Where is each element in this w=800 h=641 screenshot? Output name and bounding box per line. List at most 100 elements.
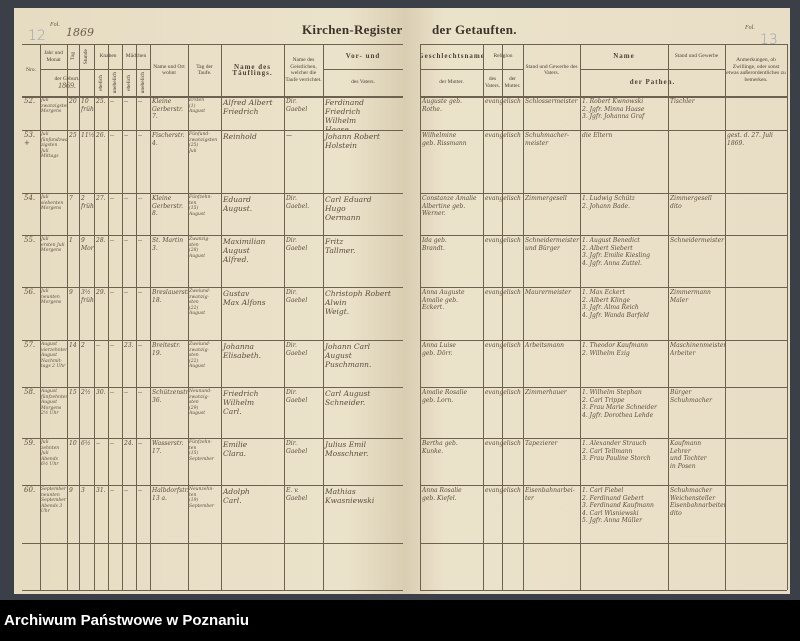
entry-nr: 59. xyxy=(24,439,36,447)
entry-godparents: die Eltern xyxy=(582,132,613,139)
entry-house: Kleine Gerberstr. 8. xyxy=(152,195,184,217)
header-jahr-monat: Jahr und Monat xyxy=(44,50,63,63)
column-rule xyxy=(221,44,222,590)
entry-girl-legit: -- xyxy=(124,389,129,396)
entry-clergy: E. v. Gaebel xyxy=(286,487,308,502)
entry-clergy: Dir. Gaebel xyxy=(286,237,308,252)
entry-father: Christoph Robert Alwin Weigt. xyxy=(325,289,391,316)
entry-godparents: 1. Wilhelm Stephan 2. Carl Trippe 3. Fra… xyxy=(582,389,657,419)
entry-girl-legit: -- xyxy=(124,237,129,244)
entry-hour: 2½ xyxy=(81,389,91,396)
entry-girl-illegit: -- xyxy=(138,237,143,244)
entry-child: Gustav Max Alfons xyxy=(223,289,266,307)
entry-baptism: Zweiund- zwanzig- sten (22) August xyxy=(189,342,211,369)
entry-girl-illegit: -- xyxy=(138,440,143,447)
header-der-mutter: der Mutter. xyxy=(439,79,464,86)
entry-godparents: 1. Ludwig Schütz 2. Johann Bade. xyxy=(582,195,635,210)
entry-girl-legit: -- xyxy=(124,98,129,105)
archive-name: Archiwum Państwowe w Poznaniu xyxy=(4,612,250,629)
header-knaben-unehelich-text: unehelich xyxy=(111,71,118,94)
row-rule xyxy=(22,543,403,544)
entry-baptism: Neunzehn- ten (19) September xyxy=(189,487,215,509)
entry-religion: evangelisch xyxy=(485,195,521,202)
entry-boy-legit: -- xyxy=(96,440,101,447)
entry-boy-legit: -- xyxy=(96,342,101,349)
row-rule xyxy=(420,387,787,388)
column-rule xyxy=(502,44,503,590)
entry-mother: Auguste geb. Rothe. xyxy=(422,98,462,113)
entry-baptism: Fünfund- zwanzigsten (25) Juli xyxy=(189,132,218,154)
column-rule xyxy=(483,44,484,590)
entry-clergy: Dir. Gaebel xyxy=(286,289,308,304)
entry-day: 9 xyxy=(69,289,73,296)
entry-baptism: Fünfzehn- ten (15) August xyxy=(189,195,212,217)
entry-month: Juli fünfundzwan- zigsten Juli Mittags xyxy=(41,132,67,159)
entry-father-status: Maurermeister xyxy=(525,289,571,296)
entry-clergy: Dir. Gaebel. xyxy=(286,195,310,210)
entry-hour: 9 Morg. xyxy=(81,237,94,252)
entry-boy-legit: 26. xyxy=(96,132,106,139)
entry-boy-legit: 29. xyxy=(96,289,106,296)
entry-girl-illegit: -- xyxy=(138,98,143,105)
entry-house: Kleine Gerberstr. 7. xyxy=(152,98,184,120)
entry-father: Julius Emil Mosschner. xyxy=(325,440,369,458)
entry-godparents: 1. Robert Kwnowski 2. Jgfr. Minna Haase … xyxy=(582,98,645,120)
row-rule xyxy=(22,130,403,131)
entry-boy-legit: 30. xyxy=(96,389,106,396)
entry-girl-legit: -- xyxy=(124,195,129,202)
entry-day: 20 xyxy=(69,98,77,105)
entry-nr: 52. xyxy=(24,97,36,105)
entry-child: Johanna Elisabeth. xyxy=(223,342,262,360)
entry-baptism: Zwanzig- sten (28) August xyxy=(189,237,210,259)
row-rule xyxy=(22,340,403,341)
entry-boy-illegit: -- xyxy=(110,342,115,349)
entry-month: Juli zwanzigsten Morgens xyxy=(41,98,67,114)
column-rule xyxy=(787,44,788,590)
entry-remarks xyxy=(725,96,787,130)
entry-nr: 53. + xyxy=(24,131,36,147)
entry-godparent-status: Zimmergesell dito xyxy=(670,195,712,210)
entry-clergy: Dir. Gaebel xyxy=(286,440,308,455)
header-tag-text: Tag xyxy=(69,52,76,61)
entry-godparent-status: Maschinenmeister Arbeiter xyxy=(670,342,725,357)
entry-day: 1 xyxy=(69,237,73,244)
entry-day: 15 xyxy=(69,389,77,396)
header-maedchen-unehelich-text: unehelich xyxy=(139,71,146,94)
entry-remarks xyxy=(725,235,787,287)
entry-day: 25 xyxy=(69,132,77,139)
entry-girl-illegit: -- xyxy=(138,342,143,349)
row-rule xyxy=(420,438,787,439)
column-rule xyxy=(323,44,324,590)
header-religion-mutter: der Mutter. xyxy=(504,76,521,89)
entry-mother: Bertha geb. Kunke. xyxy=(422,440,458,455)
column-rule xyxy=(79,44,80,69)
entry-remarks xyxy=(725,387,787,438)
entry-nr: 57. xyxy=(24,341,36,349)
entry-godparent-status: Kaufmann Lehrer und Tochter in Posen xyxy=(670,440,707,470)
entry-godparent-status xyxy=(668,130,725,193)
fol-label-right: Fol. xyxy=(745,25,755,31)
entry-father-status: Schneidermeister und Bürger xyxy=(525,237,579,252)
row-rule xyxy=(22,438,403,439)
entry-godparents: 1. August Benedict 2. Albert Siebert 3. … xyxy=(582,237,650,267)
title-right: der Getauften. xyxy=(432,22,517,37)
entry-child: Emilie Clara. xyxy=(223,440,248,458)
entry-girl-illegit: -- xyxy=(138,487,143,494)
entry-month: August vierzehnten August Nachmit- tags … xyxy=(41,342,67,369)
column-rule xyxy=(725,44,726,590)
entry-godparent-status: Tischler xyxy=(670,98,695,105)
entry-girl-illegit: -- xyxy=(138,289,143,296)
column-rule xyxy=(122,44,123,590)
column-rule xyxy=(67,44,68,590)
entry-house: Halbdorfstr. 13 a. xyxy=(152,487,188,502)
column-rule xyxy=(94,44,95,590)
entry-religion: evangelisch xyxy=(485,342,521,349)
entry-father: Carl Eduard Hugo Oermann xyxy=(325,195,372,222)
entry-boy-illegit: -- xyxy=(110,195,115,202)
header-mid-rule xyxy=(580,69,725,70)
column-rule xyxy=(188,44,189,590)
entry-girl-legit: 24. xyxy=(124,440,134,447)
rule-header-bottom xyxy=(420,96,787,98)
year-handwritten: 1869 xyxy=(66,26,94,39)
entry-child: Adolph Carl. xyxy=(223,487,250,505)
